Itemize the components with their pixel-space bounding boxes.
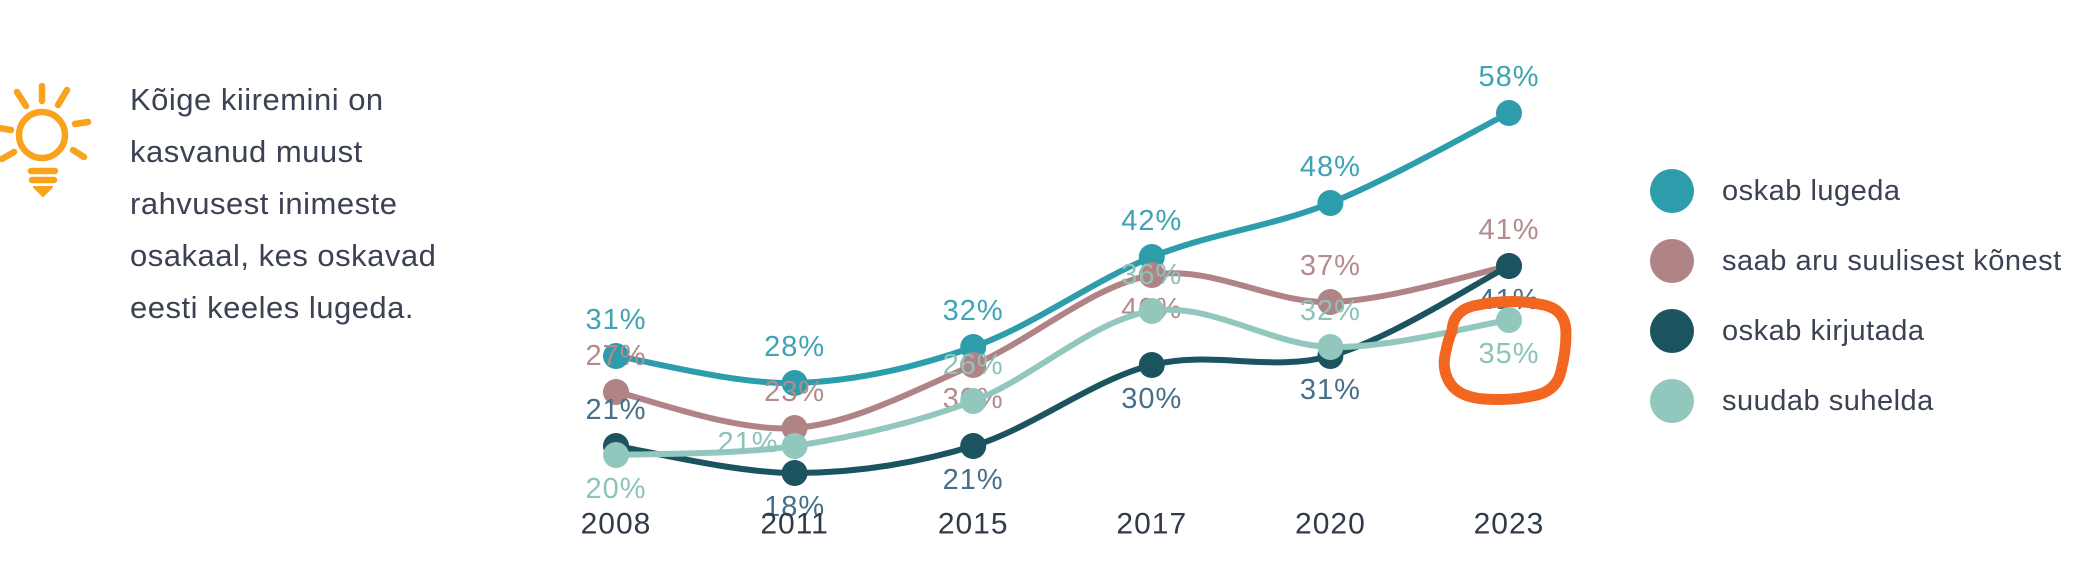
- legend-dot: [1650, 239, 1694, 283]
- callout-text-line: osakaal, kes oskavad: [130, 238, 437, 273]
- value-label-oskab-kirjutada: 30%: [1121, 383, 1182, 415]
- data-point-saab-aru-suulisest-k-nest: [781, 415, 808, 441]
- value-label-oskab-kirjutada: 31%: [1300, 374, 1361, 406]
- x-tick-label: 2011: [760, 508, 829, 541]
- value-label-saab-aru-suulisest-k-nest: 41%: [1478, 214, 1539, 246]
- data-point-oskab-lugeda: [1496, 100, 1522, 126]
- data-point-suudab-suhelda: [1496, 307, 1522, 333]
- value-label-suudab-suhelda: 36%: [1121, 259, 1182, 291]
- callout-text-line: eesti keeles lugeda.: [130, 290, 415, 325]
- legend-label: saab aru suulisest kõnest: [1722, 244, 2062, 277]
- data-point-suudab-suhelda: [1138, 298, 1165, 324]
- value-label-suudab-suhelda: 21%: [718, 427, 779, 459]
- value-label-oskab-kirjutada: 21%: [943, 464, 1004, 496]
- data-point-saab-aru-suulisest-k-nest: [1138, 262, 1165, 288]
- value-label-oskab-lugeda: 48%: [1300, 151, 1361, 183]
- lightbulb-icon: [0, 82, 92, 197]
- x-tick-label: 2015: [938, 508, 1009, 541]
- data-point-suudab-suhelda: [1317, 334, 1344, 360]
- value-label-suudab-suhelda: 35%: [1478, 338, 1539, 370]
- legend-item: suudab suhelda: [1650, 366, 2062, 436]
- value-label-saab-aru-suulisest-k-nest: 27%: [585, 340, 646, 372]
- value-label-oskab-lugeda: 28%: [764, 331, 825, 363]
- value-label-suudab-suhelda: 26%: [943, 349, 1004, 381]
- legend-dot: [1650, 309, 1694, 353]
- highlight-circle-annotation: [1438, 296, 1572, 405]
- data-point-oskab-kirjutada: [781, 460, 808, 486]
- callout-text-line: rahvusest inimeste: [130, 186, 398, 221]
- legend-label: oskab kirjutada: [1722, 314, 1925, 347]
- legend-item: saab aru suulisest kõnest: [1650, 226, 2062, 296]
- legend-dot: [1650, 379, 1694, 423]
- value-label-suudab-suhelda: 20%: [585, 473, 646, 505]
- data-point-oskab-lugeda: [1317, 190, 1344, 216]
- value-label-saab-aru-suulisest-k-nest: 37%: [1300, 250, 1361, 282]
- value-label-oskab-lugeda: 32%: [943, 295, 1004, 327]
- x-tick-label: 2017: [1116, 508, 1187, 541]
- data-point-oskab-kirjutada: [1138, 352, 1165, 378]
- data-point-oskab-lugeda: [960, 334, 987, 360]
- legend-label: suudab suhelda: [1722, 384, 1934, 417]
- bulb-glass: [15, 108, 69, 162]
- callout-text: Kõige kiiremini on kasvanud muust rahvus…: [130, 74, 550, 334]
- legend-label: oskab lugeda: [1722, 174, 1901, 207]
- legend-item: oskab lugeda: [1650, 156, 2062, 226]
- data-point-oskab-kirjutada: [960, 433, 987, 459]
- series-line-oskab-lugeda: [613, 110, 1512, 387]
- value-label-oskab-lugeda: 58%: [1478, 61, 1539, 93]
- data-point-oskab-lugeda: [781, 370, 808, 396]
- x-tick-label: 2020: [1295, 508, 1366, 541]
- value-label-saab-aru-suulisest-k-nest: 23%: [764, 376, 825, 408]
- data-point-oskab-lugeda: [603, 343, 629, 369]
- callout-text-line: kasvanud muust: [130, 134, 363, 169]
- data-point-oskab-lugeda: [1138, 244, 1165, 270]
- value-label-oskab-kirjutada: 18%: [764, 491, 825, 523]
- legend-item: oskab kirjutada: [1650, 296, 2062, 366]
- data-point-suudab-suhelda: [603, 442, 629, 468]
- x-tick-label: 2023: [1474, 508, 1545, 541]
- data-point-saab-aru-suulisest-k-nest: [960, 352, 987, 378]
- data-point-suudab-suhelda: [781, 433, 808, 459]
- series-line-suudab-suhelda: [613, 306, 1512, 458]
- data-point-suudab-suhelda: [960, 388, 987, 414]
- value-label-oskab-kirjutada: 21%: [585, 394, 646, 426]
- value-label-oskab-lugeda: 31%: [585, 304, 646, 336]
- value-label-suudab-suhelda: 32%: [1300, 295, 1361, 327]
- data-point-saab-aru-suulisest-k-nest: [603, 379, 629, 405]
- legend-dot: [1650, 169, 1694, 213]
- data-point-oskab-kirjutada: [1496, 253, 1522, 279]
- series-line-saab-aru-suulisest-k-nest: [613, 263, 1512, 432]
- callout-text-line: Kõige kiiremini on: [130, 82, 384, 117]
- value-label-oskab-lugeda: 42%: [1121, 205, 1182, 237]
- x-tick-label: 2008: [581, 508, 652, 541]
- legend: oskab lugeda saab aru suulisest kõnest o…: [1650, 156, 2062, 436]
- data-point-saab-aru-suulisest-k-nest: [1317, 289, 1344, 315]
